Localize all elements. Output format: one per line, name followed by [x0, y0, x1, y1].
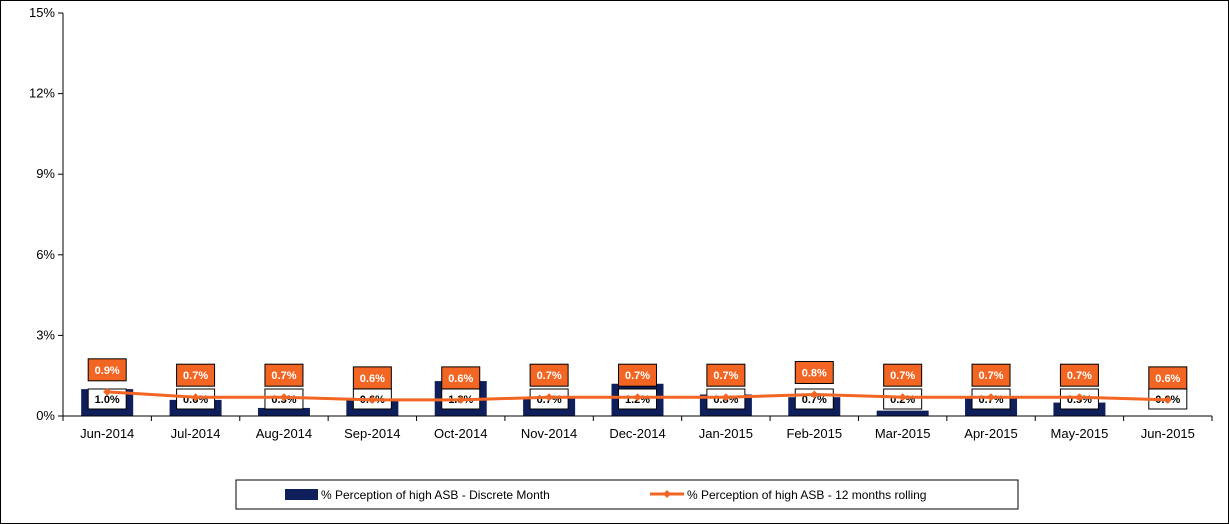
x-tick-label: Jan-2015: [699, 426, 753, 441]
line-point: [103, 387, 112, 396]
y-tick-label: 9%: [36, 166, 55, 181]
line-data-label-box: [971, 363, 1011, 387]
line-data-label-box: [441, 366, 481, 390]
x-tick-label: Nov-2014: [521, 426, 577, 441]
line-point: [368, 395, 377, 404]
line-data-label-box: [264, 363, 304, 387]
line-data-label-box: [706, 363, 746, 387]
legend: % Perception of high ASB - Discrete Mont…: [235, 479, 1019, 510]
line-data-label-box: [1059, 363, 1099, 387]
y-tick-label: 3%: [36, 327, 55, 342]
line-data-label: 0.7%: [537, 370, 562, 382]
y-tick-label: 0%: [36, 408, 55, 423]
legend-box: [235, 479, 1019, 510]
x-tick-label: Apr-2015: [964, 426, 1017, 441]
x-tick-label: Sep-2014: [344, 426, 400, 441]
legend-bar-swatch: [285, 489, 318, 500]
legend-bar-label: % Perception of high ASB - Discrete Mont…: [321, 488, 550, 502]
bar-data-label: 0.7%: [802, 394, 827, 406]
line-data-label-box: [176, 363, 216, 387]
line-data-label: 0.7%: [1067, 370, 1092, 382]
x-tick-label: Mar-2015: [875, 426, 931, 441]
line-point: [456, 395, 465, 404]
x-tick-label: Jul-2014: [171, 426, 221, 441]
line-data-label: 0.8%: [802, 368, 827, 380]
x-tick-label: Aug-2014: [256, 426, 312, 441]
x-tick-label: Jun-2015: [1141, 426, 1195, 441]
line-data-label: 0.6%: [360, 373, 385, 385]
line-data-label: 0.6%: [448, 373, 473, 385]
line-point: [633, 393, 642, 402]
line-data-label-box: [794, 361, 834, 385]
x-tick-label: Feb-2015: [786, 426, 842, 441]
line-point: [191, 393, 200, 402]
line-data-label-box: [529, 363, 569, 387]
line-data-label: 0.7%: [271, 370, 296, 382]
y-tick-label: 6%: [36, 247, 55, 262]
x-tick-label: Oct-2014: [434, 426, 487, 441]
x-tick-label: Dec-2014: [609, 426, 665, 441]
line-data-label: 0.7%: [978, 370, 1003, 382]
line-data-label: 0.7%: [713, 370, 738, 382]
bar: [876, 410, 929, 416]
line-point: [1163, 395, 1172, 404]
line-data-label: 0.9%: [95, 365, 120, 377]
line-data-label: 0.7%: [890, 370, 915, 382]
line-point: [898, 393, 907, 402]
line-point: [987, 393, 996, 402]
line-data-label-box: [87, 358, 127, 382]
line-point: [545, 393, 554, 402]
line-data-label-box: [883, 363, 923, 387]
line-data-label-box: [1148, 366, 1188, 390]
y-tick-label: 15%: [29, 5, 55, 20]
line-point: [810, 390, 819, 399]
legend-line-label: % Perception of high ASB - 12 months rol…: [687, 488, 926, 502]
line-series: 0.9% 0.7% 0.7% 0.6% 0.6% 0.7% 0.7% 0.7% 0.8% 0.7%…: [87, 358, 1188, 404]
y-tick-label: 12%: [29, 86, 55, 101]
bar: [257, 407, 310, 416]
line-data-label-box: [352, 366, 392, 390]
line-data-label: 0.7%: [183, 370, 208, 382]
x-tick-label: May-2015: [1051, 426, 1109, 441]
legend-line-marker: [663, 490, 671, 498]
line-data-label-box: [618, 363, 657, 387]
y-axis: 0% 3% 6% 9% 12% 15%: [29, 5, 64, 423]
line-point: [1075, 393, 1084, 402]
line-point: [279, 393, 288, 402]
line-point: [721, 393, 730, 402]
x-tick-label: Jun-2014: [80, 426, 134, 441]
bar-data-label: 1.0%: [95, 394, 120, 406]
line-data-label: 0.7%: [625, 370, 650, 382]
x-axis: Jun-2014 Jul-2014 Aug-2014 Sep-2014 Oct-2014…: [62, 415, 1213, 441]
line-data-label: 0.6%: [1155, 373, 1180, 385]
